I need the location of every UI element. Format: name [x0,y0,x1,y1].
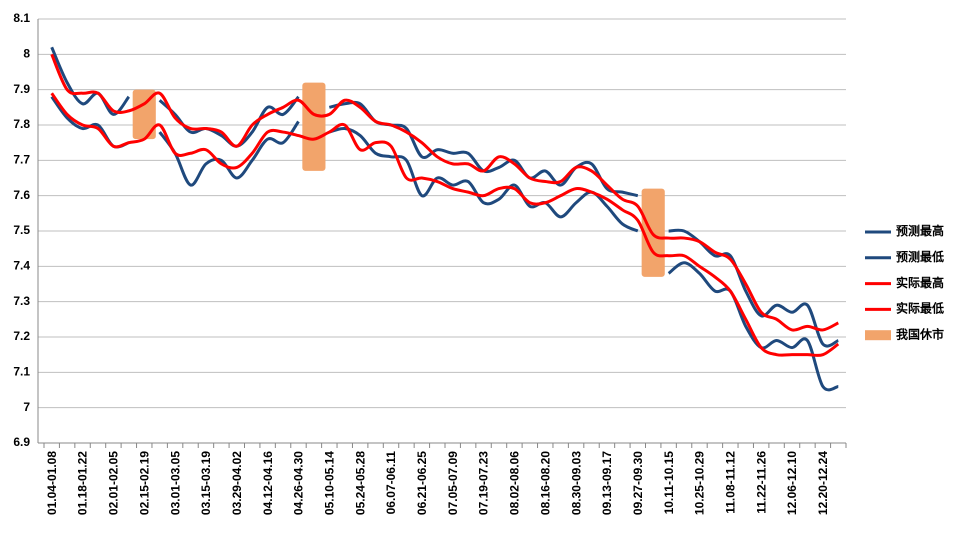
x-tick-label: 04.12-04.16 [261,451,275,515]
x-tick-label: 10.11-10.15 [662,451,676,515]
series-line [50,92,840,357]
x-tick-label: 01.04-01.08 [45,451,59,515]
series-line [50,95,130,149]
y-tick-label: 7.3 [13,294,30,308]
x-tick-label: 08.16-08.20 [538,451,552,515]
x-tick-label: 09.27-09.30 [631,451,645,515]
y-tick-label: 8 [23,47,30,61]
y-tick-label: 6.9 [13,435,30,449]
legend-swatch [865,330,891,341]
y-tick-label: 7 [23,400,30,414]
x-tick-label: 05.10-05.14 [322,451,336,515]
series-line [50,46,131,116]
y-tick-label: 8.1 [13,11,30,25]
x-tick-label: 12.06-12.10 [785,451,799,515]
series-line [328,126,639,233]
y-tick-label: 7.8 [13,117,30,131]
y-tick-label: 7.5 [13,223,30,237]
series-line [50,53,839,332]
x-tick-label: 02.01-02.05 [107,451,121,515]
legend-label: 我国休市 [896,326,944,341]
holiday-band [132,89,156,140]
x-tick-label: 01.18-01.22 [76,451,90,515]
x-tick-label: 03.29-04.02 [230,451,244,515]
x-tick-label: 07.19-07.23 [477,451,491,515]
x-tick-label: 12.20-12.24 [816,451,830,515]
x-tick-label: 08.02-08.06 [508,451,522,515]
x-tick-label: 10.25-10.29 [693,451,707,515]
y-tick-label: 7.9 [13,82,30,96]
legend-label: 预测最低 [896,249,944,264]
x-tick-label: 11.08-11.12 [723,451,737,514]
x-tick-label: 11.22-11.26 [754,451,768,514]
x-tick-label: 03.01-03.05 [168,451,182,515]
series-line [158,120,300,187]
x-tick-label: 08.30-09.03 [569,451,583,515]
legend-label: 预测最高 [896,223,944,238]
y-tick-label: 7.2 [13,329,30,343]
x-tick-label: 02.15-02.19 [137,451,151,515]
x-tick-label: 06.21-06.25 [415,451,429,515]
series-line [328,100,639,198]
y-tick-label: 7.6 [13,188,30,202]
series-line [667,261,839,392]
x-tick-label: 07.05-07.09 [446,451,460,515]
y-tick-label: 7.1 [13,365,30,379]
x-tick-label: 06.07-06.11 [384,451,398,515]
x-tick-label: 03.15-03.19 [199,451,213,515]
x-tick-label: 05.24-05.28 [353,451,367,515]
legend-label: 实际最高 [896,275,944,290]
x-tick-label: 04.26-04.30 [292,451,306,515]
legend-label: 实际最低 [896,301,944,316]
holiday-band [302,82,326,171]
x-tick-label: 09.13-09.17 [600,451,614,515]
y-tick-label: 7.4 [13,259,30,273]
y-tick-label: 7.7 [13,153,30,167]
